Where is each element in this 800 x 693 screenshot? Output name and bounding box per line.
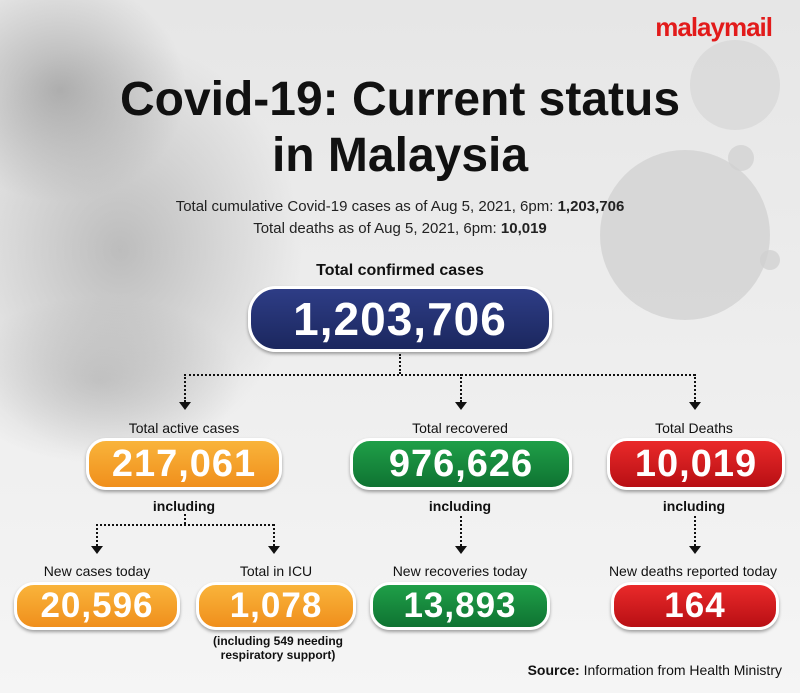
connector	[184, 374, 695, 376]
new-recoveries-badge: 13,893	[370, 582, 550, 630]
arrow-down-icon	[268, 546, 280, 554]
deaths-text: Total deaths as of Aug 5, 2021, 6pm:	[253, 220, 501, 237]
virus-decoration	[728, 145, 754, 171]
deaths-label: Total Deaths	[655, 420, 733, 436]
source-credit: Source: Information from Health Ministry	[528, 662, 782, 678]
arrow-down-icon	[455, 402, 467, 410]
brand-logo[interactable]: malaymail	[655, 12, 773, 42]
virus-decoration	[760, 250, 780, 270]
connector	[694, 374, 696, 402]
new-recoveries-label: New recoveries today	[392, 563, 528, 579]
virus-decoration	[600, 150, 770, 320]
connector	[184, 374, 186, 402]
new-deaths-badge: 164	[611, 582, 779, 630]
recovered-label: Total recovered	[412, 420, 508, 436]
icu-note: (including 549 needing respiratory suppo…	[196, 634, 360, 662]
icu-badge: 1,078	[196, 582, 356, 630]
deaths-including: including	[662, 498, 726, 514]
recovered-value: 976,626	[388, 442, 534, 485]
active-including: including	[152, 498, 216, 514]
new-recoveries-value: 13,893	[403, 586, 517, 625]
new-cases-value: 20,596	[40, 586, 154, 625]
new-cases-badge: 20,596	[14, 582, 180, 630]
arrow-down-icon	[455, 546, 467, 554]
subtitle-cumulative: Total cumulative Covid-19 cases as of Au…	[0, 198, 800, 215]
arrow-down-icon	[689, 402, 701, 410]
source-prefix: Source:	[527, 662, 580, 678]
confirmed-label: Total confirmed cases	[316, 262, 484, 279]
connector	[273, 524, 275, 546]
arrow-down-icon	[689, 546, 701, 554]
icu-note-line-2: respiratory support)	[220, 648, 336, 662]
cumulative-value: 1,203,706	[557, 198, 625, 215]
connector	[184, 514, 186, 524]
title-line-2: in Malaysia	[271, 129, 529, 182]
deaths-count: 10,019	[634, 442, 758, 485]
arrow-down-icon	[91, 546, 103, 554]
new-deaths-label: New deaths reported today	[608, 563, 778, 579]
connector	[96, 524, 98, 546]
title-line-1: Covid-19: Current status	[119, 73, 681, 126]
confirmed-value: 1,203,706	[293, 293, 507, 345]
active-value-badge: 217,061	[86, 438, 282, 490]
recovered-including: including	[428, 498, 492, 514]
arrow-down-icon	[179, 402, 191, 410]
cumulative-text: Total cumulative Covid-19 cases as of Au…	[175, 198, 558, 215]
active-label: Total active cases	[128, 420, 240, 436]
connector	[694, 516, 696, 546]
deaths-value-badge: 10,019	[607, 438, 785, 490]
recovered-value-badge: 976,626	[350, 438, 572, 490]
connector	[460, 516, 462, 546]
new-deaths-value: 164	[664, 586, 726, 625]
icu-value: 1,078	[229, 586, 323, 625]
connector	[460, 374, 462, 402]
new-cases-label: New cases today	[43, 563, 151, 579]
confirmed-value-badge: 1,203,706	[248, 286, 552, 352]
icu-label: Total in ICU	[239, 563, 313, 579]
source-text: Information from Health Ministry	[579, 662, 782, 678]
subtitle-deaths: Total deaths as of Aug 5, 2021, 6pm: 10,…	[0, 220, 800, 237]
icu-note-line-1: (including 549 needing	[212, 634, 343, 648]
virus-decoration	[690, 40, 780, 130]
connector	[96, 524, 274, 526]
active-value: 217,061	[111, 442, 257, 485]
deaths-value: 10,019	[500, 220, 547, 237]
connector	[399, 354, 401, 374]
page-title: Covid-19: Current status in Malaysia	[0, 72, 800, 184]
